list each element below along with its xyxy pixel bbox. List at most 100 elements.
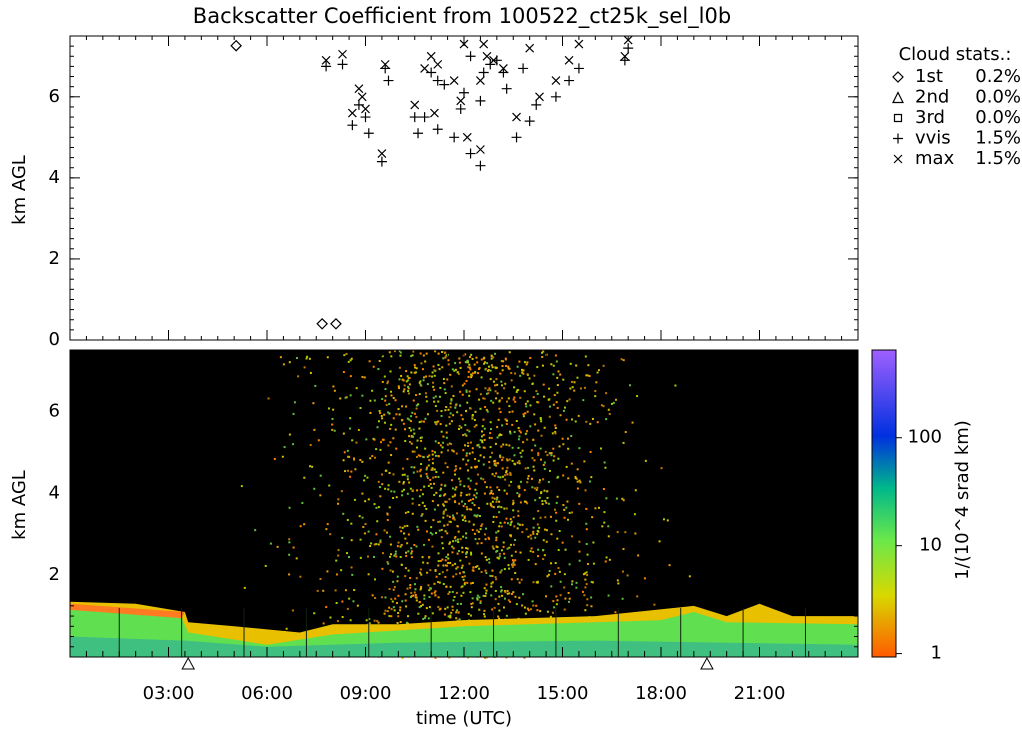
scatter-point (478, 67, 489, 78)
heatmap-speck (586, 604, 589, 607)
heatmap-speck (491, 500, 494, 503)
heatmap-speck (350, 539, 353, 542)
heatmap-speck (498, 617, 501, 620)
heatmap-speck (464, 361, 467, 364)
heatmap-speck (381, 417, 384, 420)
heatmap-speck (285, 627, 288, 630)
heatmap-speck (381, 355, 384, 358)
heatmap-speck (455, 591, 458, 594)
heatmap-speck (514, 539, 517, 542)
heatmap-speck (389, 535, 392, 538)
heatmap-speck (596, 421, 599, 424)
heatmap-speck (534, 536, 537, 539)
heatmap-speck (505, 471, 508, 474)
heatmap-speck (471, 528, 474, 531)
heatmap-speck (399, 609, 402, 612)
heatmap-speck (351, 573, 354, 576)
heatmap-speck (418, 421, 421, 424)
heatmap-speck (483, 361, 486, 364)
heatmap-speck (518, 360, 521, 363)
heatmap-speck (582, 573, 585, 576)
heatmap-speck (494, 352, 497, 355)
heatmap-speck (482, 397, 485, 400)
heatmap-speck (520, 578, 523, 581)
heatmap-speck (523, 500, 526, 503)
heatmap-speck (470, 553, 473, 556)
heatmap-speck (494, 598, 497, 601)
heatmap-speck (454, 539, 457, 542)
heatmap-speck (381, 567, 384, 570)
heatmap-speck (507, 564, 510, 567)
heatmap-speck (283, 446, 286, 449)
heatmap-speck (448, 542, 451, 545)
heatmap-speck (349, 394, 352, 397)
heatmap-speck (575, 586, 578, 589)
heatmap-speck (545, 529, 548, 532)
heatmap-speck (488, 561, 491, 564)
heatmap-speck (503, 568, 506, 571)
heatmap-speck (494, 366, 497, 369)
heatmap-speck (509, 471, 512, 474)
heatmap-speck (373, 456, 376, 459)
heatmap-speck (438, 368, 441, 371)
heatmap-speck (501, 459, 504, 462)
heatmap-speck (439, 386, 442, 389)
heatmap-speck (496, 426, 499, 429)
heatmap-speck (453, 595, 456, 598)
scatter-point (475, 160, 486, 171)
heatmap-speck (377, 506, 380, 509)
colorbar-tick-label: 10 (919, 535, 942, 556)
heatmap-speck (621, 497, 624, 500)
heatmap-speck (499, 372, 502, 375)
heatmap-speck (479, 600, 482, 603)
heatmap-speck (459, 390, 462, 393)
heatmap-speck (511, 563, 514, 566)
heatmap-speck (495, 539, 498, 542)
heatmap-speck (542, 549, 545, 552)
heatmap-speck (523, 390, 526, 393)
scatter-point (360, 112, 371, 123)
heatmap-speck (469, 355, 472, 358)
heatmap-speck (550, 451, 553, 454)
heatmap-speck (581, 590, 584, 593)
heatmap-speck (467, 442, 470, 445)
heatmap-speck (465, 532, 468, 535)
heatmap-speck (483, 362, 486, 365)
heatmap-speck (359, 556, 362, 559)
heatmap-speck (489, 389, 492, 392)
heatmap-speck (518, 495, 521, 498)
heatmap-speck (456, 552, 459, 555)
heatmap-speck (406, 524, 409, 527)
heatmap-speck (440, 451, 443, 454)
heatmap-speck (405, 551, 408, 554)
heatmap-speck (589, 480, 592, 483)
heatmap-speck (500, 445, 503, 448)
heatmap-speck (555, 401, 558, 404)
heatmap-speck (578, 479, 581, 482)
heatmap-speck (439, 488, 442, 491)
heatmap-speck (605, 392, 608, 395)
heatmap-speck (485, 589, 488, 592)
heatmap-speck (359, 538, 362, 541)
heatmap-speck (407, 390, 410, 393)
heatmap-speck (486, 362, 489, 365)
heatmap-speck (498, 500, 501, 503)
heatmap-speck (432, 381, 435, 384)
heatmap-speck (438, 581, 441, 584)
heatmap-speck (526, 502, 529, 505)
heatmap-speck (584, 586, 587, 589)
heatmap-speck (434, 454, 437, 457)
heatmap-speck (653, 603, 656, 606)
heatmap-speck (399, 526, 402, 529)
heatmap-speck (371, 455, 374, 458)
heatmap-speck (375, 506, 378, 509)
heatmap-speck (459, 483, 462, 486)
heatmap-speck (421, 603, 424, 606)
scatter-point (574, 39, 584, 49)
heatmap-speck (375, 448, 378, 451)
heatmap-speck (463, 517, 466, 520)
heatmap-speck (471, 597, 474, 600)
heatmap-speck (425, 375, 428, 378)
heatmap-speck (390, 490, 393, 493)
heatmap-speck (442, 582, 445, 585)
